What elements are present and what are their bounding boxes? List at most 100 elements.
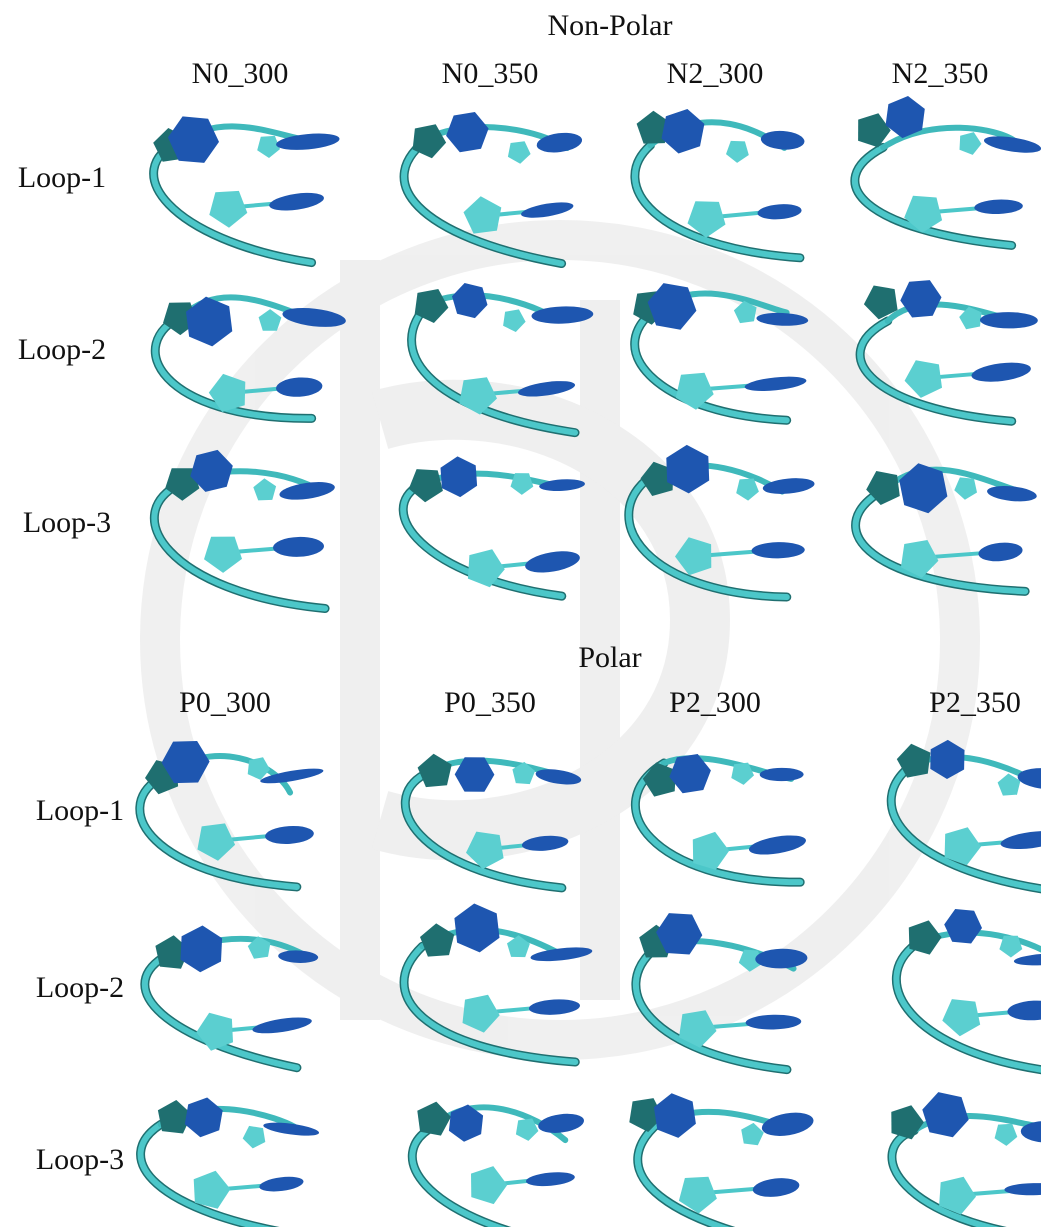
backbone-highlight [638,1122,787,1227]
base-blade [520,199,574,220]
sugar-ring [248,757,270,780]
rna-structure [153,116,340,262]
base-blade [1017,766,1041,791]
backbone [638,1122,787,1227]
watermark [160,240,960,1040]
base-ring [654,1093,696,1138]
base-blade [1007,999,1041,1021]
backbone-highlight [145,957,297,1067]
base-blade [251,1014,312,1036]
backbone-highlight [892,1131,1041,1227]
base-ring [648,283,697,330]
base-blade [970,360,1032,385]
backbone-highlight [855,147,1012,245]
backbone [141,1124,311,1227]
rna-structure [635,754,807,882]
sugar-ring [999,936,1022,958]
base-blade [537,1111,585,1135]
backbone-highlight [141,1124,311,1227]
rna-structure [145,926,319,1068]
rna-structure [855,96,1041,245]
base-blade [1004,1183,1041,1196]
base-blade [539,478,586,492]
sugar-ring [471,1166,507,1204]
base-blade [978,541,1024,564]
base-ring [452,283,488,318]
base-blade [974,199,1023,215]
sugar-ring [259,309,282,331]
base-blade [751,542,804,559]
rna-structure [412,1102,585,1227]
row-label: Loop-1 [36,794,124,827]
sugar-ring-dark [909,920,942,954]
base-blade [524,548,582,576]
base-blade [745,1014,801,1030]
sugar-ring [741,1123,764,1145]
base-blade [980,312,1038,329]
base-blade [752,1176,801,1199]
sugar-ring [194,1171,231,1209]
base-blade [757,203,802,221]
column-label: N2_350 [892,57,989,90]
base-ring [944,909,982,944]
column-label: P2_350 [929,686,1021,719]
backbone [892,1131,1041,1227]
base-blade [258,1175,304,1194]
row-label: Loop-2 [18,333,106,366]
base-ring [922,1092,968,1137]
base-blade [268,190,325,214]
sugar-ring [511,473,534,495]
column-label: P0_350 [444,686,536,719]
figure: Non-Polar N0_300 N0_350 N2_300 N2_350 Loop-1 L… [0,0,1041,1227]
base-blade [265,825,315,846]
column-label: P2_300 [669,686,761,719]
rna-structure [629,1093,815,1227]
rna-structure [896,909,1041,1071]
column-label: N0_300 [192,57,289,90]
rna-structure [403,456,585,596]
base-blade [1000,828,1041,852]
sugar-ring [736,479,759,501]
sugar-ring [995,1124,1018,1146]
sugar-ring [693,832,729,870]
sugar-ring [960,132,982,155]
sugar-ring [905,360,942,398]
base-blade [760,1109,815,1139]
section-title: Polar [578,641,641,674]
section-title: Non-Polar [548,9,673,42]
sugar-ring-dark [409,469,443,502]
sugar-ring [209,191,247,228]
base-blade [760,130,805,151]
sugar-ring [942,999,980,1036]
sugar-ring-dark [417,1102,451,1136]
backbone [145,957,297,1067]
sugar-ring [726,141,749,163]
base-blade [525,1170,575,1188]
sugar-ring [464,196,502,233]
base-ring [454,904,499,953]
sugar-ring [503,309,525,332]
sugar-ring [204,537,242,573]
base-ring [441,456,478,497]
base-blade [1014,952,1041,967]
column-label: N2_300 [667,57,764,90]
base-ring [185,1098,223,1138]
base-blade [986,484,1037,504]
sugar-ring [253,478,276,500]
rna-structure [141,1098,320,1227]
sugar-ring [257,136,280,158]
base-blade [744,374,807,393]
base-ring [446,112,489,152]
sugar-ring-dark [420,923,454,956]
column-label: N0_350 [442,57,539,90]
sugar-ring [508,141,531,163]
sugar-ring [998,774,1021,796]
base-ring [186,297,232,347]
base-ring [662,109,705,154]
sugar-ring-dark [891,1105,924,1139]
column-label: P0_300 [179,686,271,719]
row-label: Loop-2 [36,971,124,1004]
row-label: Loop-1 [18,161,106,194]
base-blade [762,476,815,496]
sugar-ring-dark [418,754,452,787]
